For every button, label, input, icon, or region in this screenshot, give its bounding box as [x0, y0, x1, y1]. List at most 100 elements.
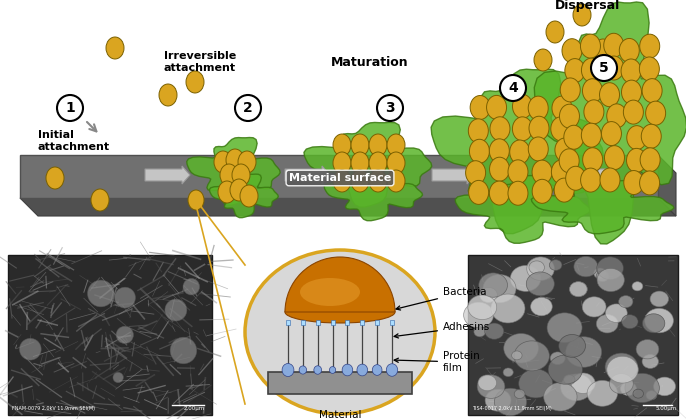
- Ellipse shape: [314, 366, 322, 374]
- Ellipse shape: [528, 137, 548, 161]
- Ellipse shape: [604, 56, 624, 80]
- Circle shape: [500, 75, 526, 101]
- Ellipse shape: [597, 257, 624, 279]
- Bar: [316, 320, 320, 325]
- Text: Bacteria: Bacteria: [396, 287, 486, 310]
- Ellipse shape: [483, 274, 516, 303]
- Ellipse shape: [504, 334, 539, 363]
- Ellipse shape: [490, 117, 510, 141]
- Ellipse shape: [387, 152, 405, 174]
- Ellipse shape: [580, 34, 600, 58]
- Bar: [268, 372, 412, 394]
- Ellipse shape: [566, 337, 602, 367]
- Ellipse shape: [582, 79, 602, 103]
- Ellipse shape: [285, 301, 395, 323]
- Ellipse shape: [625, 373, 659, 403]
- Ellipse shape: [641, 124, 661, 148]
- Polygon shape: [187, 137, 280, 205]
- Ellipse shape: [333, 134, 351, 156]
- Text: Initial
attachment: Initial attachment: [38, 130, 110, 152]
- Text: 1: 1: [65, 101, 75, 115]
- Ellipse shape: [624, 100, 643, 124]
- Ellipse shape: [619, 295, 633, 308]
- Circle shape: [88, 280, 114, 307]
- Ellipse shape: [624, 171, 643, 194]
- Ellipse shape: [606, 104, 627, 128]
- Ellipse shape: [560, 374, 592, 401]
- Ellipse shape: [594, 39, 612, 61]
- Polygon shape: [534, 2, 686, 244]
- Ellipse shape: [639, 171, 660, 195]
- Bar: [360, 320, 364, 325]
- Circle shape: [377, 95, 403, 121]
- Ellipse shape: [646, 101, 665, 125]
- Ellipse shape: [464, 303, 493, 328]
- Ellipse shape: [544, 383, 577, 411]
- Ellipse shape: [554, 178, 574, 202]
- Ellipse shape: [654, 377, 676, 396]
- Circle shape: [115, 287, 135, 308]
- Ellipse shape: [607, 356, 638, 383]
- Ellipse shape: [564, 125, 584, 149]
- Ellipse shape: [529, 261, 545, 274]
- Ellipse shape: [546, 21, 564, 43]
- FancyArrow shape: [598, 166, 618, 184]
- Text: Adhesins: Adhesins: [394, 322, 490, 338]
- Ellipse shape: [547, 313, 582, 342]
- Ellipse shape: [602, 122, 622, 145]
- Ellipse shape: [489, 139, 509, 163]
- Bar: [331, 320, 335, 325]
- Ellipse shape: [490, 157, 510, 181]
- Ellipse shape: [333, 152, 351, 174]
- Ellipse shape: [582, 148, 602, 172]
- Ellipse shape: [159, 84, 177, 106]
- Text: 4: 4: [508, 81, 518, 95]
- Ellipse shape: [642, 354, 659, 368]
- Ellipse shape: [569, 282, 587, 297]
- Ellipse shape: [299, 366, 307, 374]
- Text: 5: 5: [599, 61, 609, 75]
- Ellipse shape: [478, 375, 497, 391]
- Circle shape: [165, 299, 187, 321]
- Ellipse shape: [552, 96, 572, 120]
- Ellipse shape: [469, 181, 488, 204]
- Ellipse shape: [220, 164, 238, 186]
- Circle shape: [235, 95, 261, 121]
- Ellipse shape: [562, 39, 582, 63]
- Ellipse shape: [474, 327, 486, 337]
- Ellipse shape: [532, 179, 552, 203]
- Text: Protein
film: Protein film: [394, 351, 480, 373]
- Polygon shape: [658, 155, 676, 216]
- Ellipse shape: [587, 380, 617, 406]
- Text: Material surface: Material surface: [289, 173, 391, 183]
- Ellipse shape: [386, 364, 398, 376]
- FancyArrow shape: [432, 166, 475, 184]
- Ellipse shape: [529, 116, 549, 140]
- Ellipse shape: [495, 388, 527, 416]
- Ellipse shape: [582, 297, 606, 317]
- Ellipse shape: [571, 373, 595, 393]
- Ellipse shape: [526, 272, 554, 296]
- Ellipse shape: [369, 134, 387, 156]
- Ellipse shape: [620, 382, 637, 396]
- Bar: [346, 320, 349, 325]
- Text: FNAM-0079 2.0kV 11.9mm SEI(M): FNAM-0079 2.0kV 11.9mm SEI(M): [12, 406, 95, 411]
- Ellipse shape: [300, 278, 360, 306]
- Ellipse shape: [512, 94, 532, 119]
- Ellipse shape: [596, 315, 618, 333]
- Ellipse shape: [369, 152, 387, 174]
- Ellipse shape: [486, 96, 506, 119]
- Ellipse shape: [632, 282, 643, 291]
- Ellipse shape: [357, 364, 368, 376]
- Ellipse shape: [351, 170, 369, 192]
- Ellipse shape: [550, 352, 565, 365]
- Ellipse shape: [91, 189, 109, 211]
- Polygon shape: [20, 198, 676, 216]
- Ellipse shape: [573, 4, 591, 26]
- Bar: [20, 155, 658, 198]
- Ellipse shape: [369, 170, 387, 192]
- Ellipse shape: [238, 151, 256, 173]
- Polygon shape: [209, 174, 279, 217]
- Circle shape: [183, 279, 200, 295]
- Ellipse shape: [230, 179, 248, 201]
